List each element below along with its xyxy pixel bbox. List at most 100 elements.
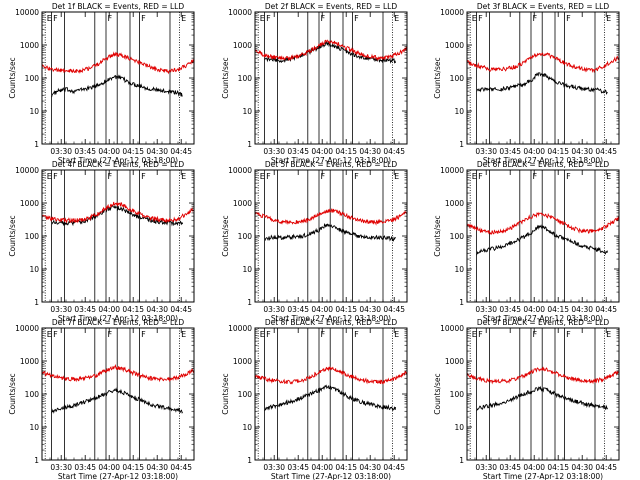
y-tick-label: 100	[450, 74, 465, 83]
x-tick-label: 04:00	[98, 463, 120, 472]
lld-series-line	[466, 52, 620, 74]
lld-series-line	[254, 39, 408, 62]
marker-label: F	[478, 172, 483, 181]
x-tick-label: 04:45	[383, 305, 405, 314]
x-tick-label: 04:30	[146, 305, 168, 314]
x-tick-label: 03:30	[50, 305, 72, 314]
y-tick-label: 1000	[233, 357, 252, 366]
chart-title: Det 7f BLACK = Events, RED = LLD	[52, 318, 185, 327]
x-tick-label: 03:45	[287, 305, 309, 314]
y-axis-label: Counts/sec	[433, 373, 442, 414]
x-tick-label: 04:00	[98, 305, 120, 314]
chart-title: Det 6f BLACK = Events, RED = LLD	[477, 160, 610, 169]
marker-label: E	[606, 172, 611, 181]
events-series-line	[476, 72, 608, 95]
chart-title: Det 4f BLACK = Events, RED = LLD	[52, 160, 185, 169]
marker-label: F	[478, 330, 483, 339]
y-tick-label: 1	[459, 456, 464, 465]
y-tick-label: 1000	[233, 41, 252, 50]
x-tick-label: 04:30	[359, 463, 381, 472]
lld-series-line	[254, 208, 408, 226]
x-tick-label: 03:30	[50, 463, 72, 472]
x-tick-label: 04:15	[335, 305, 357, 314]
marker-label: E	[181, 14, 186, 23]
y-tick-label: 10	[242, 423, 252, 432]
marker-label: F	[108, 172, 113, 181]
marker-label: F	[53, 330, 58, 339]
x-tick-label: 04:45	[383, 147, 405, 156]
lld-series-line	[466, 211, 620, 236]
y-tick-label: 10000	[228, 8, 252, 17]
marker-label: F	[321, 330, 326, 339]
y-axis: 1 10 100 1000 10000 Counts/sec	[221, 8, 407, 149]
marker-label: E	[260, 172, 265, 181]
marker-label: E	[606, 330, 611, 339]
lld-series-line	[466, 366, 619, 385]
y-tick-label: 100	[238, 232, 253, 241]
x-tick-label: 03:30	[263, 305, 285, 314]
x-axis-label: Start Time (27-Apr-12 03:18:00)	[483, 472, 603, 480]
y-tick-label: 1000	[445, 357, 464, 366]
chart-title: Det 3f BLACK = Events, RED = LLD	[477, 2, 610, 11]
y-tick-label: 10000	[440, 324, 464, 333]
marker-label: E	[260, 330, 265, 339]
x-tick-label: 04:45	[170, 463, 192, 472]
marker-label: F	[266, 14, 271, 23]
y-tick-label: 1	[34, 456, 39, 465]
events-series-line	[476, 385, 608, 412]
x-tick-label: 03:30	[475, 305, 497, 314]
y-tick-label: 1000	[20, 199, 39, 208]
chart-title: Det 8f BLACK = Events, RED = LLD	[265, 318, 398, 327]
y-axis: 1 10 100 1000 10000 Counts/sec	[8, 324, 194, 465]
y-tick-label: 10000	[15, 8, 39, 17]
y-tick-label: 10000	[15, 324, 39, 333]
x-tick-label: 03:45	[74, 147, 96, 156]
x-tick-label: 04:00	[523, 463, 545, 472]
x-axis-label: Start Time (27-Apr-12 03:18:00)	[483, 314, 603, 323]
x-tick-label: 04:15	[122, 305, 144, 314]
x-tick-label: 04:00	[523, 147, 545, 156]
y-tick-label: 1000	[20, 41, 39, 50]
marker-label: E	[394, 172, 399, 181]
y-axis: 1 10 100 1000 10000 Counts/sec	[221, 324, 407, 465]
x-tick-label: 03:45	[74, 463, 96, 472]
x-tick-label: 04:30	[146, 147, 168, 156]
lld-series-line	[41, 201, 195, 224]
x-tick-label: 04:15	[547, 147, 569, 156]
x-tick-label: 04:15	[335, 463, 357, 472]
y-axis-label: Counts/sec	[8, 215, 17, 256]
lld-series-line	[41, 363, 195, 383]
y-tick-label: 100	[238, 74, 253, 83]
y-tick-label: 1	[459, 298, 464, 307]
marker-label: F	[354, 14, 359, 23]
x-tick-label: 04:15	[122, 147, 144, 156]
y-tick-label: 1	[247, 140, 252, 149]
marker-label: F	[566, 172, 571, 181]
marker-label: F	[141, 330, 146, 339]
marker-label: E	[260, 14, 265, 23]
x-tick-label: 04:00	[523, 305, 545, 314]
x-tick-label: 04:00	[311, 305, 333, 314]
x-tick-label: 03:45	[74, 305, 96, 314]
y-tick-label: 100	[25, 232, 40, 241]
marker-label: E	[394, 330, 399, 339]
y-axis: 1 10 100 1000 10000 Counts/sec	[433, 166, 619, 307]
marker-label: E	[606, 14, 611, 23]
x-tick-label: 04:30	[571, 463, 593, 472]
marker-label: F	[141, 172, 146, 181]
x-axis-label: Start Time (27-Apr-12 03:18:00)	[271, 472, 391, 480]
x-tick-label: 04:30	[146, 463, 168, 472]
